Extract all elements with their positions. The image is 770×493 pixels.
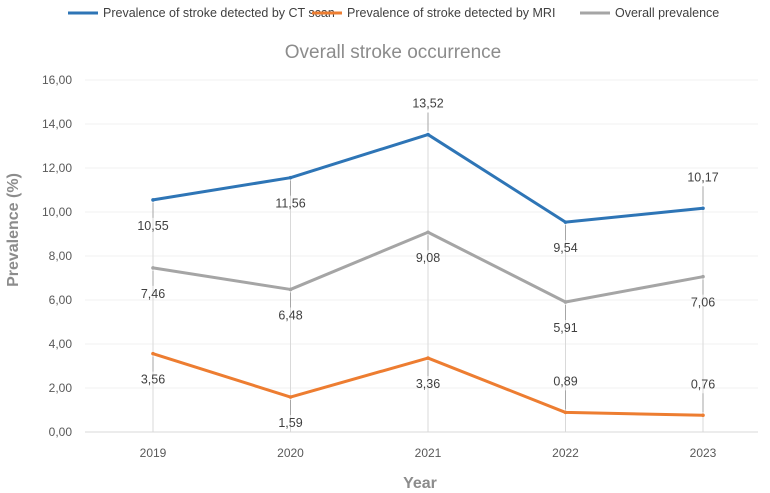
data-label: 7,46 xyxy=(141,287,165,301)
x-axis-title: Year xyxy=(403,475,437,492)
data-label: 11,56 xyxy=(275,197,305,211)
y-tick-label: 4,00 xyxy=(49,337,73,351)
x-tick-label: 2020 xyxy=(277,446,304,460)
y-tick-label: 14,00 xyxy=(42,117,72,131)
x-tick-label: 2023 xyxy=(690,446,717,460)
series-group xyxy=(151,132,705,418)
y-tick-label: 8,00 xyxy=(49,249,73,263)
data-point xyxy=(563,220,568,224)
y-tick-label: 6,00 xyxy=(49,293,73,307)
data-label: 1,59 xyxy=(278,416,302,430)
y-tick-label: 2,00 xyxy=(49,381,73,395)
chart-title: Overall stroke occurrence xyxy=(285,42,501,63)
legend-label-2: Prevalence of stroke detected by MRI xyxy=(347,6,555,20)
data-point xyxy=(426,356,430,360)
data-label: 5,91 xyxy=(553,321,577,335)
data-point xyxy=(151,198,155,202)
y-axis-ticks: 0,00 2,00 4,00 6,00 8,00 10,00 12,00 14,00 16,00 xyxy=(42,73,72,439)
data-point xyxy=(563,410,568,415)
y-tick-label: 10,00 xyxy=(42,205,72,219)
data-label: 9,54 xyxy=(553,241,577,255)
data-point xyxy=(701,413,705,418)
data-label: 10,17 xyxy=(687,170,718,184)
data-label: 13,52 xyxy=(412,97,443,111)
y-tick-label: 16,00 xyxy=(42,73,72,87)
x-axis-ticks: 2019 2020 2021 2022 2023 xyxy=(140,446,717,460)
y-tick-label: 12,00 xyxy=(42,161,72,175)
x-tick-label: 2019 xyxy=(140,446,167,460)
x-tick-label: 2021 xyxy=(415,446,442,460)
data-point xyxy=(151,351,155,356)
data-point xyxy=(288,395,293,399)
data-label: 10,55 xyxy=(137,219,168,233)
data-label: 3,56 xyxy=(141,373,165,387)
y-axis-title: Prevalence (%) xyxy=(5,173,22,287)
data-label: 9,08 xyxy=(416,251,440,265)
y-tick-label: 0,00 xyxy=(49,425,73,439)
chart-legend: Prevalence of stroke detected by CT scan… xyxy=(68,6,719,20)
data-labels: 10,55 11,56 13,52 9,54 10,17 3,56 1,59 3,36 0,89… xyxy=(137,97,718,430)
data-point xyxy=(701,206,705,211)
data-point xyxy=(151,266,155,270)
data-label: 0,89 xyxy=(553,374,577,388)
data-point xyxy=(288,287,293,292)
data-point xyxy=(426,230,430,235)
data-label: 3,36 xyxy=(416,377,440,391)
data-label: 7,06 xyxy=(691,296,715,310)
data-point xyxy=(563,300,568,304)
legend-label-1: Prevalence of stroke detected by CT scan xyxy=(103,6,335,20)
data-label: 0,76 xyxy=(691,377,715,391)
data-point xyxy=(426,132,430,137)
data-label: 6,48 xyxy=(278,308,302,322)
data-point xyxy=(288,175,293,180)
x-tick-label: 2022 xyxy=(552,446,579,460)
legend-label-3: Overall prevalence xyxy=(615,6,719,20)
data-point xyxy=(701,274,705,279)
